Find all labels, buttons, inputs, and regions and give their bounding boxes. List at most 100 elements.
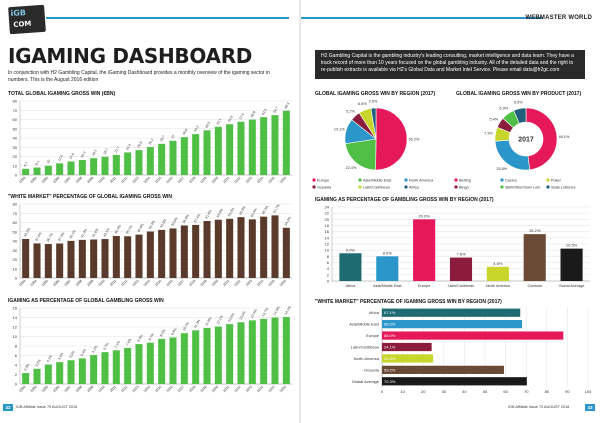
- data-label: 13.4%: [250, 309, 258, 319]
- bar: [67, 240, 75, 278]
- data-label: 54.9: [227, 115, 234, 123]
- x-tick-label: 2016: [166, 176, 174, 184]
- y-tick-label: 2: [15, 372, 18, 377]
- x-tick-label: 2006: [52, 279, 60, 287]
- y-tick-label: 50: [13, 126, 18, 131]
- data-label: 61.6%: [204, 209, 212, 219]
- legend-label: Skill/Other/Gam Lots: [505, 185, 540, 189]
- y-tick-label: 40: [13, 136, 18, 141]
- x-tick-label: 2012: [120, 385, 128, 393]
- pie-slice: [494, 139, 531, 171]
- x-tick-label: 2011: [109, 176, 117, 184]
- y-tick-label: 18: [325, 223, 330, 228]
- x-tick-label: 2018: [188, 385, 196, 393]
- x-tick-label: 2008: [75, 176, 83, 184]
- x-tick-label: 2013: [132, 385, 140, 393]
- data-label: 41.6%: [91, 228, 99, 238]
- slice-label: 48.1%: [559, 135, 570, 139]
- x-tick-label: 2010: [98, 385, 106, 393]
- x-tick-label: 2023: [245, 176, 253, 184]
- x-tick-label: Asia/Middle East: [373, 284, 402, 288]
- y-tick-label: 0: [327, 279, 330, 284]
- bar: [135, 344, 143, 384]
- bar: [180, 137, 188, 175]
- x-tick-label: Europe: [418, 284, 430, 288]
- bar: [101, 352, 109, 384]
- data-label: 7.6%: [456, 252, 466, 257]
- y-tick-label: 16: [13, 306, 18, 311]
- x-tick-label: 2014: [143, 385, 151, 393]
- x-tick-label: 2022: [234, 176, 242, 184]
- x-tick-label: 2004: [30, 176, 38, 184]
- legend-label: Betting: [459, 178, 471, 182]
- x-tick-label: 2015: [154, 176, 162, 184]
- x-tick-label: 0: [381, 389, 384, 394]
- bar: [382, 365, 504, 374]
- x-tick-label: 2019: [200, 279, 208, 287]
- data-label: 56.8%: [182, 214, 190, 224]
- x-tick-label: 2025: [268, 385, 276, 393]
- bar: [180, 333, 188, 384]
- data-label: 62.5: [261, 108, 268, 116]
- data-label: 6.1%: [91, 345, 98, 354]
- x-tick-label: 2003: [18, 176, 26, 184]
- bar: [271, 317, 279, 384]
- x-tick-label: 2006: [52, 176, 60, 184]
- bar: [124, 347, 132, 384]
- data-label: 5.0%: [68, 350, 75, 359]
- bar: [44, 244, 52, 278]
- x-tick-label: 2025: [268, 176, 276, 184]
- bar: [90, 355, 98, 384]
- x-tick-label: 2021: [222, 385, 230, 393]
- bar: [382, 320, 523, 329]
- data-label: 67.7%: [272, 204, 280, 214]
- bar: [248, 219, 256, 278]
- x-tick-label: 70: [524, 389, 529, 394]
- chart-title-product-donut: GLOBAL IGAMING GROSS WIN BY PRODUCT (201…: [456, 91, 582, 97]
- x-tick-label: Africa: [346, 284, 357, 288]
- y-tick-label: North America: [354, 356, 380, 361]
- x-tick-label: 2018: [188, 279, 196, 287]
- y-tick-label: 60: [13, 220, 18, 225]
- bar: [560, 248, 583, 281]
- bar: [214, 126, 222, 175]
- data-label: 67.1%: [384, 310, 396, 315]
- y-tick-label: 80: [13, 99, 18, 104]
- legend-swatch: [500, 178, 504, 182]
- y-tick-label: 20: [13, 154, 18, 159]
- y-tick-label: 70: [13, 211, 18, 216]
- data-label: 45.1%: [125, 224, 133, 234]
- data-label: 10: [46, 159, 51, 164]
- y-tick-label: 6: [327, 260, 330, 265]
- x-tick-label: 2003: [18, 279, 26, 287]
- y-tick-label: 60: [13, 117, 18, 122]
- data-label: 42.1%: [102, 227, 110, 237]
- x-tick-label: 80: [545, 389, 550, 394]
- logo-line-1: iGB: [10, 8, 27, 19]
- bar: [146, 147, 154, 175]
- donut-center-label: 2017: [518, 137, 534, 144]
- data-label: 16.2: [80, 151, 87, 159]
- data-label: 4.1%: [46, 354, 53, 363]
- bar: [78, 358, 86, 384]
- x-tick-label: 50: [483, 389, 488, 394]
- bar: [158, 338, 166, 384]
- slice-label: 25.8%: [496, 167, 507, 171]
- x-tick-label: 2005: [41, 385, 49, 393]
- legend-swatch: [546, 178, 550, 182]
- data-label: 37.3%: [57, 232, 65, 242]
- legend-label: State Lotteries: [551, 185, 576, 189]
- pie-slice: [345, 138, 377, 171]
- y-tick-label: 20: [325, 217, 330, 222]
- data-label: 26.9: [136, 141, 143, 149]
- bar: [22, 168, 30, 175]
- pie-slice: [525, 107, 558, 171]
- bar: [192, 330, 200, 384]
- data-label: 59.9: [250, 110, 257, 118]
- bar: [413, 219, 436, 281]
- slice-label: 5.4%: [489, 117, 498, 121]
- data-label: 37.4%: [34, 232, 42, 242]
- y-tick-label: 22: [325, 211, 330, 216]
- bar: [226, 218, 234, 278]
- x-tick-label: 2019: [200, 176, 208, 184]
